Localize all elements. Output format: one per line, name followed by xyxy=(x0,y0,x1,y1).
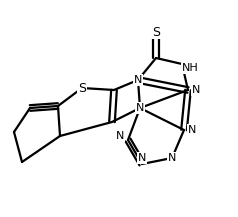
Text: N: N xyxy=(134,75,142,85)
Text: N: N xyxy=(168,153,176,163)
Text: N: N xyxy=(192,85,200,95)
Text: N: N xyxy=(136,103,144,113)
Text: N: N xyxy=(138,153,146,163)
Text: S: S xyxy=(78,82,86,94)
Text: N: N xyxy=(188,125,196,135)
Text: N: N xyxy=(116,131,124,141)
Text: S: S xyxy=(152,26,160,38)
Text: NH: NH xyxy=(182,63,198,73)
